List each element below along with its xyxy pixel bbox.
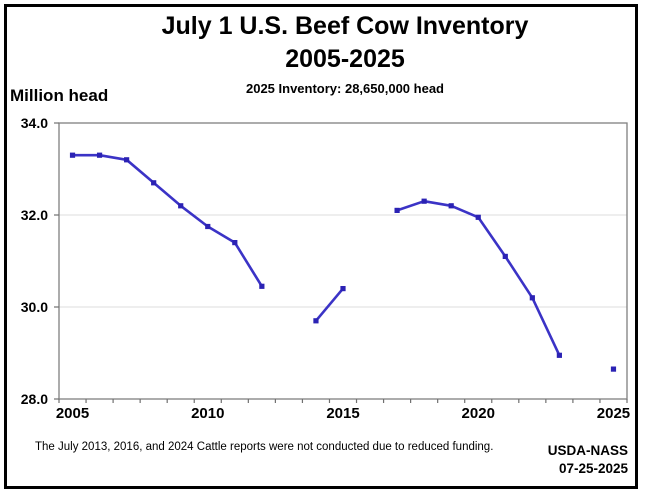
- source-org: USDA-NASS: [547, 443, 628, 458]
- x-axis-label: 2015: [326, 405, 360, 422]
- y-axis-label: 34.0: [20, 115, 48, 131]
- data-point-marker: [394, 207, 400, 213]
- chart-subtitle: 2025 Inventory: 28,650,000 head: [245, 81, 444, 96]
- data-point-marker: [556, 352, 562, 358]
- data-point-marker: [151, 180, 157, 186]
- data-point-marker: [502, 253, 508, 259]
- series-line: [396, 199, 561, 356]
- x-axis-label: 2010: [191, 405, 225, 422]
- x-axis-label: 2020: [461, 405, 495, 422]
- series-line: [314, 287, 344, 322]
- plot-border: [58, 122, 628, 400]
- data-point-marker: [421, 198, 427, 204]
- chart-title-line2: 2005-2025: [285, 45, 405, 73]
- data-point-marker: [610, 366, 617, 372]
- y-axis-label: 30.0: [20, 299, 48, 315]
- data-point-marker: [340, 286, 346, 292]
- data-point-marker: [96, 152, 103, 158]
- data-point-marker: [69, 152, 76, 158]
- chart-title: July 1 U.S. Beef Cow Inventory 2005-2025: [60, 10, 630, 76]
- x-axis-label: 2005: [55, 405, 90, 422]
- y-axis-title: Million head: [10, 86, 109, 105]
- source-date: 07-25-2025: [558, 461, 628, 476]
- x-axis-label: 2025: [596, 405, 631, 422]
- data-point-marker: [124, 157, 130, 163]
- series-line: [72, 153, 263, 287]
- data-point-marker: [232, 240, 238, 246]
- data-point-marker: [259, 283, 265, 289]
- data-point-marker: [178, 203, 184, 209]
- chart-footnote: The July 2013, 2016, and 2024 Cattle rep…: [35, 441, 494, 453]
- data-point-marker: [475, 214, 481, 220]
- data-point-marker: [205, 223, 211, 230]
- chart-frame: [4, 4, 638, 489]
- y-axis-label: 28.0: [20, 391, 48, 407]
- data-point-marker: [529, 295, 535, 301]
- chart-title-line1: July 1 U.S. Beef Cow Inventory: [161, 12, 529, 40]
- source-block: USDA-NASS 07-25-2025: [448, 442, 628, 478]
- data-point-marker: [313, 318, 319, 324]
- data-point-marker: [448, 203, 454, 209]
- y-axis-label: 32.0: [20, 207, 48, 223]
